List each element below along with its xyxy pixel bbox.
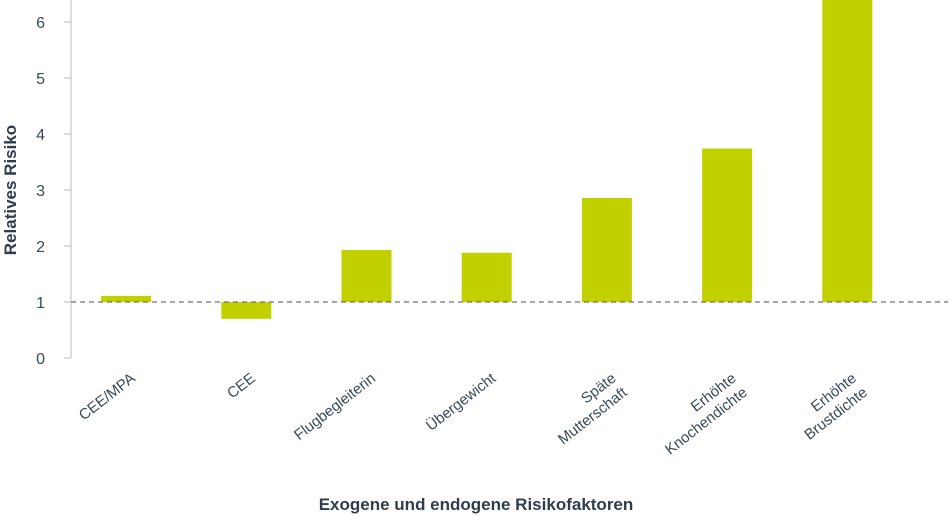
y-tick-label: 6: [36, 15, 45, 32]
bar: [221, 302, 272, 319]
category-label-line: CEE: [224, 370, 259, 402]
y-tick-label: 1: [36, 295, 45, 312]
bar: [822, 0, 873, 302]
category-label: Übergewicht: [422, 368, 499, 434]
category-label: ErhöhteBrustdichte: [790, 370, 871, 444]
x-axis-labels: CEE/MPA CEE Flugbegleiterin Übergewicht Spät…: [76, 368, 871, 458]
y-axis: 0 1 2 3 4 5 6: [36, 0, 72, 368]
y-axis-title: Relatives Risiko: [1, 125, 20, 255]
bars: [101, 0, 873, 319]
y-tick-label: 0: [36, 351, 45, 368]
bar: [341, 249, 392, 302]
category-label-line: Übergewicht: [422, 368, 499, 434]
category-label: CEE/MPA: [76, 370, 139, 424]
category-label-line: Flugbegleiterin: [291, 370, 379, 444]
category-label: ErhöhteKnochendichte: [651, 370, 751, 459]
bar: [461, 252, 512, 302]
category-label: Flugbegleiterin: [291, 370, 379, 444]
bar: [702, 148, 753, 302]
bar: [581, 197, 632, 302]
category-label-line: CEE/MPA: [76, 370, 139, 424]
category-label: SpäteMutterschaft: [544, 369, 631, 448]
bar: [101, 295, 152, 302]
x-axis-title: Exogene und endogene Risikofaktoren: [319, 495, 634, 514]
y-tick-label: 4: [36, 127, 45, 144]
y-tick-label: 5: [36, 71, 45, 88]
y-tick-label: 2: [36, 239, 45, 256]
category-label: CEE: [224, 370, 259, 402]
y-tick-label: 3: [36, 183, 45, 200]
